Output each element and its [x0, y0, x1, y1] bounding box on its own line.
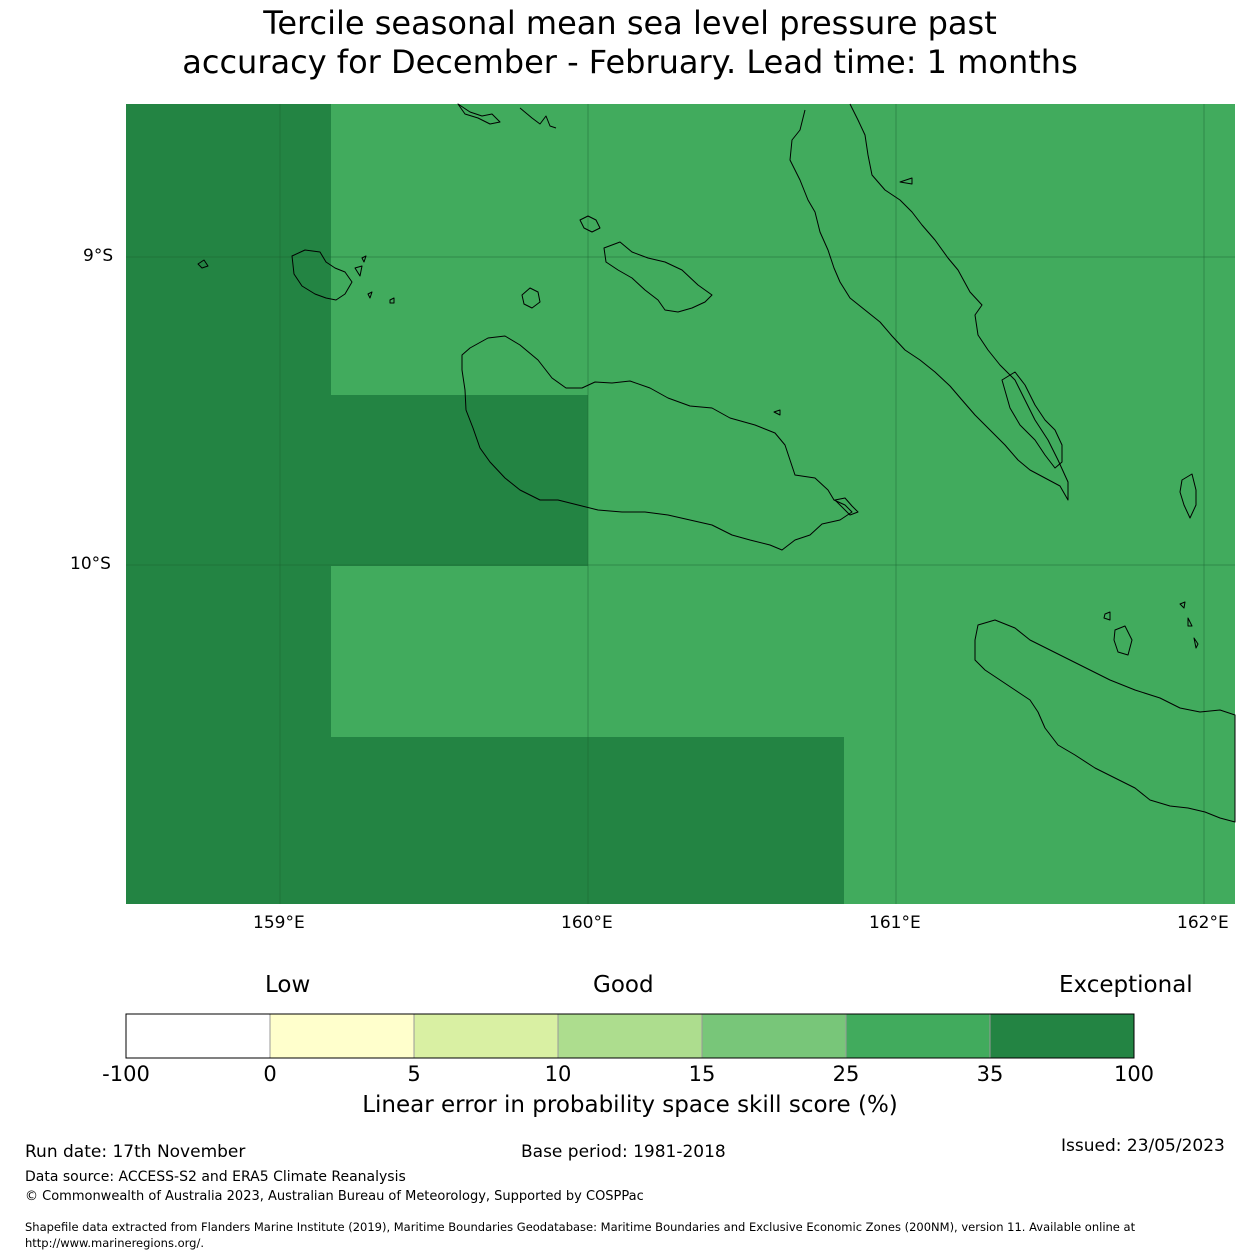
run-date: Run date: 17th November: [25, 1142, 246, 1162]
skill-cell-west-column: [126, 104, 331, 904]
coastline-small-islet-1: [579, 215, 601, 233]
colorbar-label: Linear error in probability space skill …: [362, 1092, 898, 1118]
graticule: [126, 104, 1235, 904]
colorbar-tick-15: 15: [688, 1062, 716, 1086]
skill-cell-south: [331, 737, 844, 904]
coastline-guadalcanal: [461, 335, 853, 551]
coastline-malaita: [789, 103, 1069, 501]
colorbar-tick-10: 10: [544, 1062, 572, 1086]
copyright: © Commonwealth of Australia 2023, Austra…: [25, 1189, 644, 1204]
colorbar-tick-100: 100: [1113, 1062, 1155, 1086]
coastline-small-islet-4: [1103, 611, 1111, 621]
shapefile-credit-line-1: Shapefile data extracted from Flanders M…: [25, 1220, 1136, 1234]
skill-cell-central: [331, 395, 588, 566]
lon-label-162e: 162°E: [1177, 913, 1229, 933]
data-source: Data source: ACCESS-S2 and ERA5 Climate …: [25, 1169, 406, 1185]
coastline-florida-islands: [603, 241, 713, 313]
shapefile-credit-line-2: http://www.marineregions.org/.: [25, 1236, 204, 1250]
coastline-small-islet-3: [834, 497, 859, 516]
colorbar-tick-35: 35: [976, 1062, 1004, 1086]
coastline-small-islet-6: [354, 255, 395, 304]
base-period: Base period: 1981-2018: [521, 1142, 726, 1162]
legend-good-label: Good: [593, 972, 654, 998]
coastline-ugi: [1113, 625, 1133, 656]
title-line-1: Tercile seasonal mean sea level pressure…: [263, 4, 997, 42]
colorbar-tick-25: 25: [832, 1062, 860, 1086]
coastline-west-islet: [197, 259, 209, 269]
colorbar-tick-5: 5: [407, 1062, 421, 1086]
lat-label-10s: 10°S: [70, 554, 111, 574]
coastline-north-islets: [457, 103, 557, 129]
coastlines: [197, 103, 1236, 823]
coastline-ulawa: [1179, 473, 1197, 519]
lon-label-159e: 159°E: [253, 913, 305, 933]
coastline-small-islet-5: [1179, 601, 1199, 649]
legend-low-label: Low: [265, 972, 311, 998]
skill-grid: [126, 104, 1235, 904]
issued-date: Issued: 23/05/2023: [1061, 1136, 1225, 1156]
coastline-savo: [521, 287, 541, 309]
colorbar-tick-neg100: -100: [102, 1062, 150, 1086]
title-line-2: accuracy for December - February. Lead t…: [182, 43, 1078, 81]
lat-label-9s: 9°S: [83, 246, 114, 266]
coastline-russell-islands: [291, 249, 353, 301]
lon-label-161e: 161°E: [869, 913, 921, 933]
legend-exceptional-label: Exceptional: [1059, 972, 1193, 998]
colorbar-tick-0: 0: [263, 1062, 277, 1086]
lon-label-160e: 160°E: [561, 913, 613, 933]
coastline-small-islet-2: [899, 177, 913, 185]
coastline-makira: [974, 619, 1236, 823]
coastline-small-islet-7: [773, 409, 781, 416]
chart-title: Tercile seasonal mean sea level pressure…: [0, 4, 1260, 82]
coastline-maramasike: [1001, 371, 1063, 469]
